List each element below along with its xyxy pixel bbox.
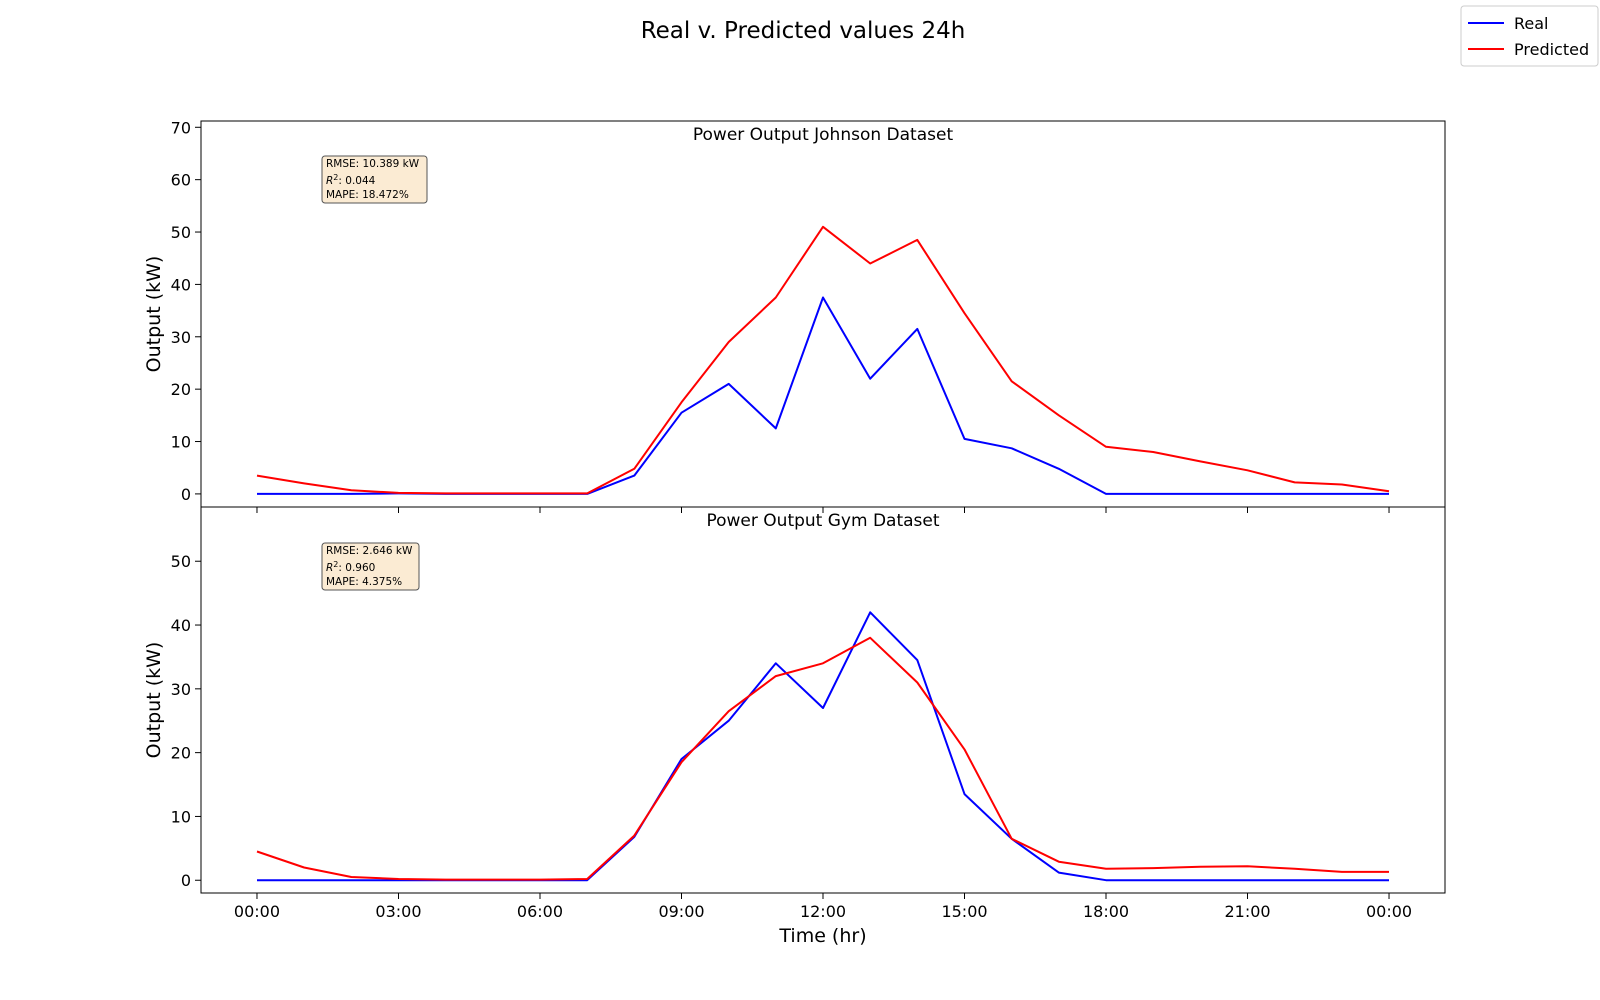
xtick-label: 00:00 [234, 902, 280, 921]
panel-gym: 0 10 20 30 40 50 00:00 03:00 06:00 09:00 12:00 15:0… [143, 506, 1446, 921]
stat-r2-symbol-johnson: R [326, 175, 333, 187]
stat-mape-johnson: MAPE: 18.472% [326, 189, 409, 201]
stat-r2-symbol-gym: R [326, 562, 333, 574]
ytick-label: 0 [181, 485, 191, 504]
ytick-label: 50 [171, 552, 191, 571]
series-line-predicted-johnson [256, 225, 1390, 495]
xtick-label: 18:00 [1083, 902, 1129, 921]
stats-box-gym: RMSE: 2.646 kW R2: 0.960 MAPE: 4.375% [321, 542, 420, 591]
stats-box-frame-gym [321, 542, 420, 591]
stat-r2-johnson: R2: 0.044 [326, 173, 376, 187]
xtick-label: 15:00 [941, 902, 987, 921]
ytick-label: 10 [171, 807, 191, 826]
xtick-label: 12:00 [800, 902, 846, 921]
panel-johnson: 0 10 20 30 40 50 60 70 Power Output Johnson Dat… [143, 118, 1446, 513]
legend: Real Predicted [1460, 5, 1599, 67]
stats-box-frame-johnson [321, 155, 428, 204]
stat-r2-sup-johnson: 2 [333, 173, 338, 182]
ytick-label: 30 [171, 328, 191, 347]
xtick-label: 00:00 [1366, 902, 1412, 921]
ylabel-johnson: Output (kW) [143, 256, 165, 373]
ytick-label: 20 [171, 744, 191, 763]
plot-area-johnson: 0 10 20 30 40 50 60 70 [171, 118, 1446, 513]
ytick-label: 50 [171, 223, 191, 242]
ytick-label: 60 [171, 171, 191, 190]
xtick-label: 03:00 [375, 902, 421, 921]
xtick-label: 21:00 [1224, 902, 1270, 921]
series-line-real-gym [257, 611, 1389, 882]
ytick-label: 0 [181, 871, 191, 890]
ylabel-gym: Output (kW) [143, 642, 165, 759]
stats-box-johnson: RMSE: 10.389 kW R2: 0.044 MAPE: 18.472% [321, 155, 428, 204]
stat-r2-value-johnson: : 0.044 [338, 175, 375, 187]
stat-rmse-johnson: RMSE: 10.389 kW [326, 158, 420, 170]
ytick-label: 40 [171, 275, 191, 294]
stat-mape-gym: MAPE: 4.375% [326, 576, 402, 588]
legend-frame [1460, 5, 1599, 67]
ytick-label: 10 [171, 433, 191, 452]
panel-title-johnson: Power Output Johnson Dataset [693, 125, 954, 145]
ytick-label: 30 [171, 680, 191, 699]
stat-rmse-gym: RMSE: 2.646 kW [326, 545, 413, 557]
stat-r2-gym: R2: 0.960 [326, 560, 375, 574]
ytick-label: 40 [171, 616, 191, 635]
ytick-label: 70 [171, 118, 191, 137]
plot-area-gym: 0 10 20 30 40 50 00:00 03:00 06:00 09:00 12:00 15:0… [171, 506, 1446, 921]
legend-label-real: Real [1514, 14, 1549, 33]
xlabel: Time (hr) [778, 925, 866, 947]
xtick-label: 09:00 [658, 902, 704, 921]
figure-title: Real v. Predicted values 24h [641, 18, 966, 44]
panel-title-gym: Power Output Gym Dataset [706, 511, 939, 531]
stat-r2-sup-gym: 2 [333, 560, 338, 569]
legend-label-predicted: Predicted [1514, 40, 1589, 59]
ytick-label: 20 [171, 380, 191, 399]
series-line-predicted-gym [256, 636, 1389, 881]
xtick-label: 06:00 [517, 902, 563, 921]
stat-r2-value-gym: : 0.960 [338, 562, 375, 574]
